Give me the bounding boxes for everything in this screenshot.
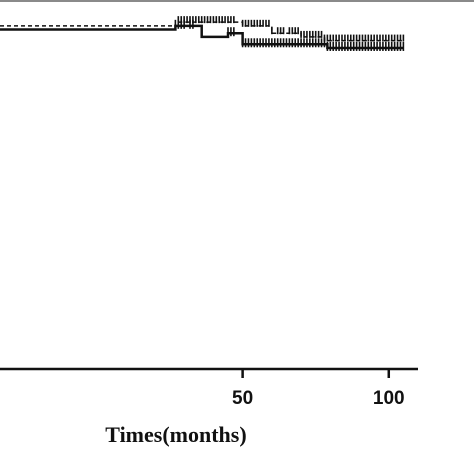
plot-top-frame [0, 0, 474, 2]
series-layer [0, 16, 405, 51]
x-ticks: 50 100 [232, 369, 405, 409]
x-tick-label-100: 100 [373, 388, 405, 409]
x-axis-title: Times(months) [105, 422, 246, 447]
survival-curve-solid [0, 24, 404, 50]
x-tick-label-50: 50 [232, 388, 253, 409]
